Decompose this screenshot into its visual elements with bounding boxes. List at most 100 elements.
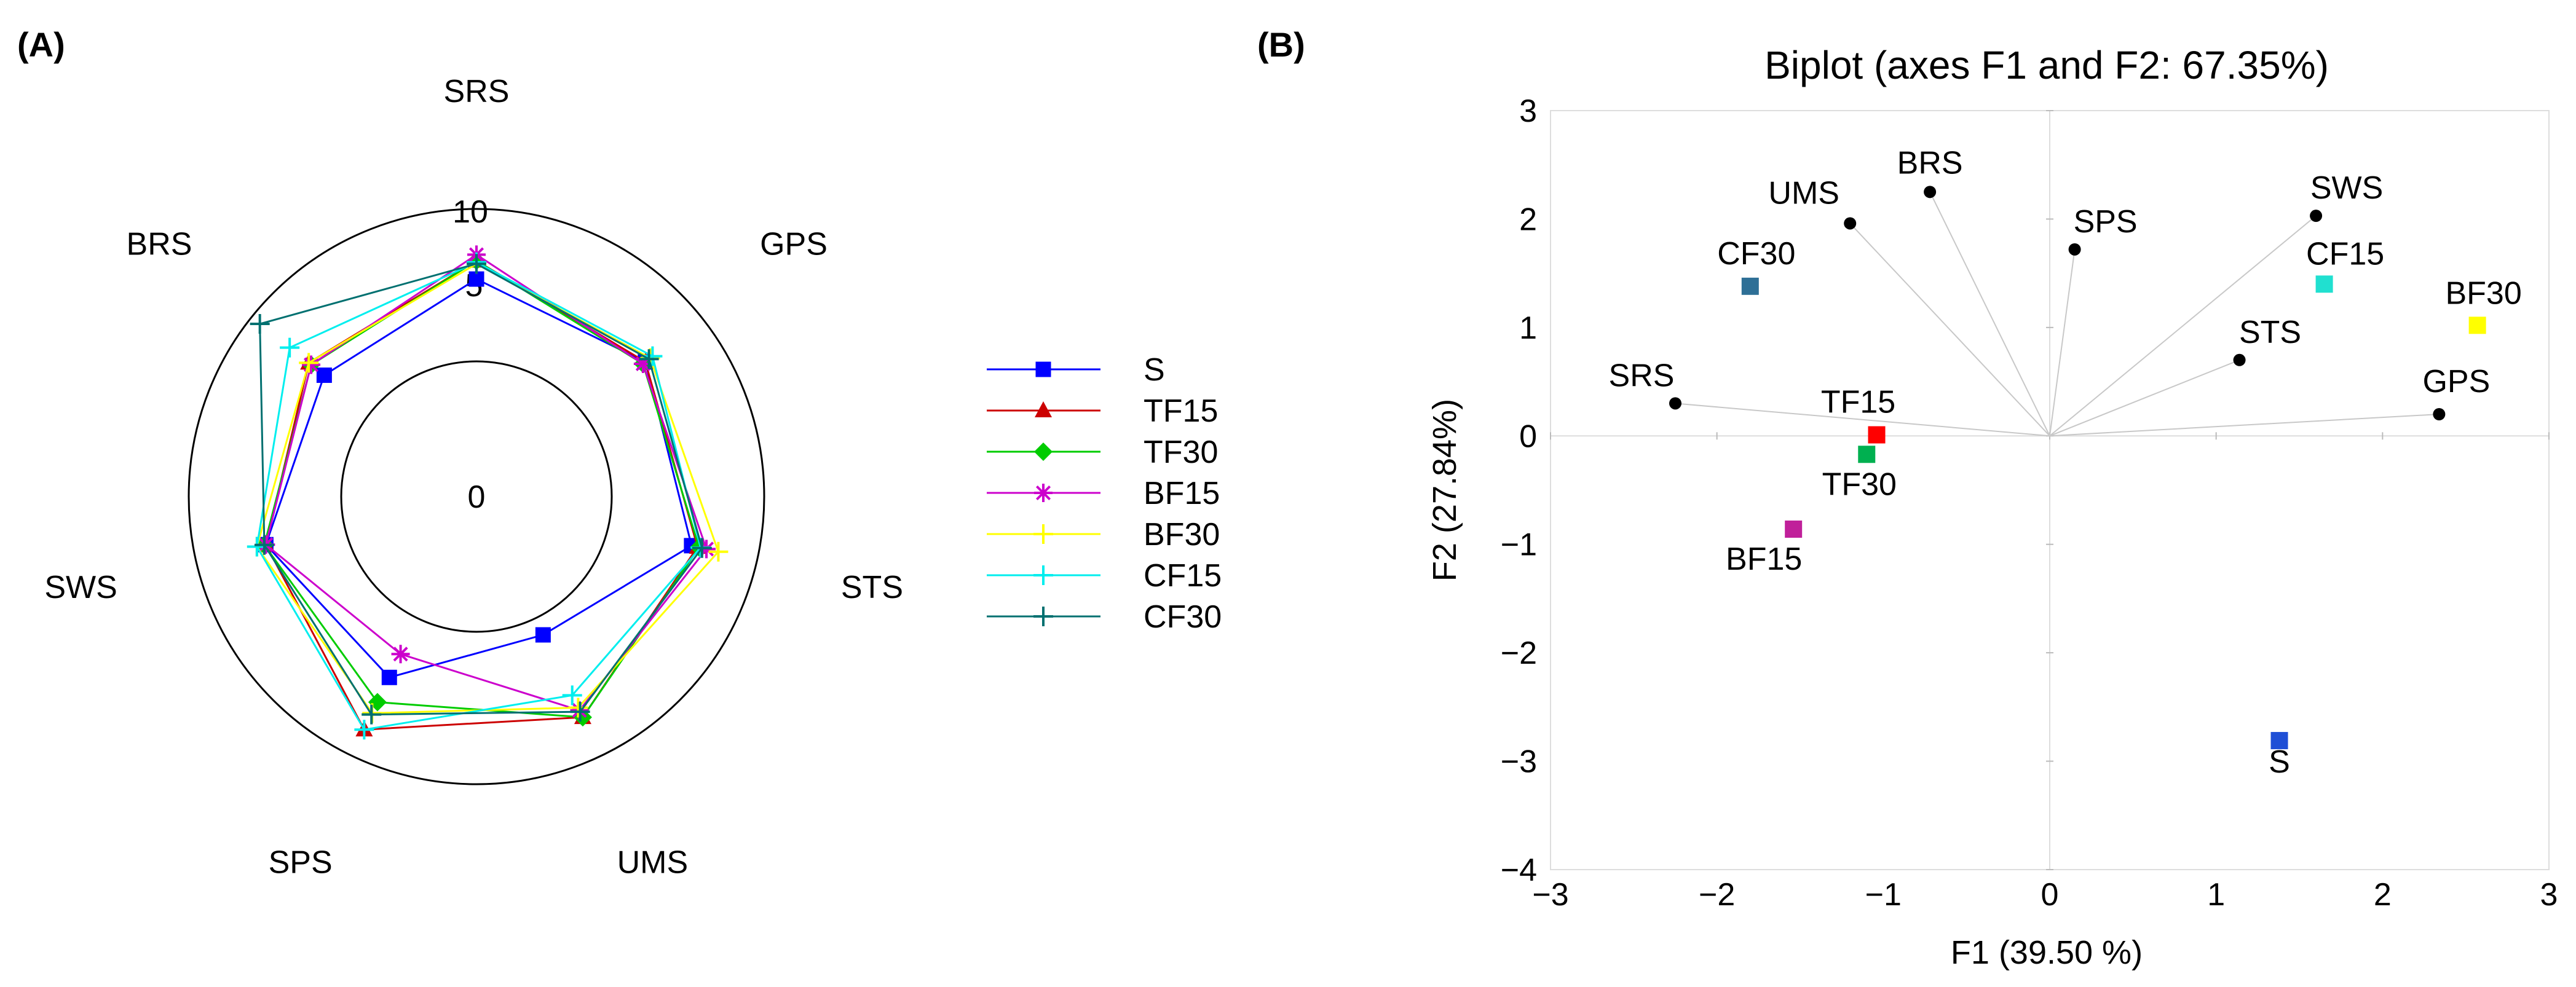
y-tick-label: −3: [1501, 744, 1537, 780]
radar-axis-label: STS: [841, 570, 903, 605]
legend-label: S: [1144, 352, 1165, 388]
legend-label: CF30: [1144, 599, 1222, 635]
x-tick-label: 0: [2041, 877, 2059, 913]
radar-point: [642, 346, 663, 366]
radar-series: [256, 245, 716, 720]
observation-label: BF15: [1726, 541, 1802, 577]
radar-point: [570, 702, 590, 722]
radar-point: [302, 355, 321, 374]
x-tick-label: 1: [2207, 877, 2225, 913]
variable-point: [1844, 217, 1857, 230]
y-tick-label: 0: [1519, 419, 1537, 454]
radar-axis-label: SWS: [44, 570, 117, 605]
radar-point: [381, 669, 397, 685]
y-tick-label: 2: [1519, 202, 1537, 237]
y-tick-label: −1: [1501, 527, 1537, 563]
legend-entry: CF15: [987, 558, 1222, 594]
legend-label: CF15: [1144, 558, 1222, 594]
radar-ring-label: 0: [468, 479, 486, 515]
legend-entry: S: [987, 352, 1165, 388]
variable-label: SPS: [2074, 204, 2138, 240]
radar-point: [692, 538, 712, 558]
radar-point: [468, 271, 484, 287]
variable-vector: [2049, 215, 2317, 437]
radar-point: [299, 353, 319, 373]
radar-point: [568, 698, 588, 718]
radar-chart: 0510SRSGPSSTSUMSSPSSWSBRS: [44, 74, 903, 881]
y-tick-label: −2: [1501, 635, 1537, 671]
radar-point: [391, 645, 410, 664]
biplot-observation: CF30: [1717, 236, 1795, 295]
observation-label: CF15: [2306, 236, 2384, 272]
legend-label: TF30: [1144, 435, 1218, 470]
observation-label: BF30: [2445, 275, 2521, 311]
legend-entry: CF30: [987, 599, 1222, 635]
biplot-title: Biplot (axes F1 and F2: 67.35%): [1764, 43, 2329, 87]
x-tick-label: −1: [1865, 877, 1902, 913]
biplot-variable: UMS: [1768, 175, 2050, 436]
radar-point: [254, 535, 274, 555]
x-tick-label: 3: [2540, 877, 2558, 913]
variable-point: [1924, 186, 1937, 199]
y-tick-label: 3: [1519, 93, 1537, 129]
observation-label: TF30: [1822, 466, 1897, 502]
panel-b-label: (B): [1257, 25, 1305, 64]
radar-point: [467, 254, 486, 274]
radar-point: [535, 627, 551, 643]
radar-inner-ring: [340, 360, 613, 633]
x-tick-label: −2: [1699, 877, 1735, 913]
variable-label: SRS: [1609, 358, 1675, 393]
x-axis-label: F1 (39.50 %): [1951, 934, 2143, 971]
radar-ring-label: 10: [452, 194, 488, 230]
biplot-observation: BF15: [1726, 521, 1802, 577]
panel-a-label: (A): [17, 25, 65, 64]
variable-label: SWS: [2310, 170, 2383, 206]
legend-marker: [1034, 442, 1053, 461]
legend-marker: [1035, 401, 1052, 417]
legend-entry: BF15: [987, 476, 1220, 511]
radar-point: [639, 349, 659, 369]
biplot-observation: S: [2269, 732, 2290, 780]
radar-point: [633, 354, 652, 373]
variable-vector: [2049, 359, 2240, 437]
radar-series: [250, 254, 712, 725]
legend-label: BF30: [1144, 517, 1220, 552]
biplot-variable: SWS: [2049, 170, 2383, 437]
variable-point: [2068, 243, 2081, 256]
biplot-variable: GPS: [2049, 364, 2490, 437]
radar-point: [280, 337, 300, 358]
observation-point: [1858, 446, 1876, 463]
legend-marker: [1033, 607, 1053, 626]
radar-point: [708, 541, 729, 562]
legend-marker: [1034, 484, 1053, 502]
radar-legend: S TF15 TF30 BF15 BF30 CF15 CF30: [987, 352, 1222, 635]
observation-point: [1868, 426, 1886, 444]
observation-point: [2315, 275, 2333, 293]
variable-point: [1669, 397, 1681, 410]
variable-label: BRS: [1897, 145, 1963, 181]
variable-vector: [1675, 403, 2050, 437]
radar-series: [258, 271, 700, 685]
observation-label: S: [2269, 744, 2290, 780]
radar-axis-label: UMS: [617, 845, 689, 881]
biplot-variable: SPS: [2049, 204, 2138, 436]
legend-label: TF15: [1144, 393, 1218, 429]
biplot-observation: CF15: [2306, 236, 2384, 293]
variable-point: [2310, 210, 2323, 222]
variable-vector: [1929, 191, 2050, 436]
observation-point: [2468, 317, 2486, 334]
biplot-variable: STS: [2049, 315, 2301, 437]
biplot-observation: TF30: [1822, 446, 1897, 502]
variable-vector: [2049, 414, 2440, 437]
radar-series-line: [259, 262, 703, 716]
biplot-observation: BF30: [2445, 275, 2522, 334]
radar-point: [250, 314, 270, 334]
radar-series-line: [264, 253, 708, 712]
legend-marker: [1035, 361, 1051, 377]
x-tick-label: −3: [1532, 877, 1568, 913]
radar-axis-label: BRS: [127, 226, 192, 262]
y-tick-label: 1: [1519, 310, 1537, 346]
legend-entry: TF30: [987, 435, 1218, 470]
radar-axis-label: SRS: [444, 74, 510, 109]
